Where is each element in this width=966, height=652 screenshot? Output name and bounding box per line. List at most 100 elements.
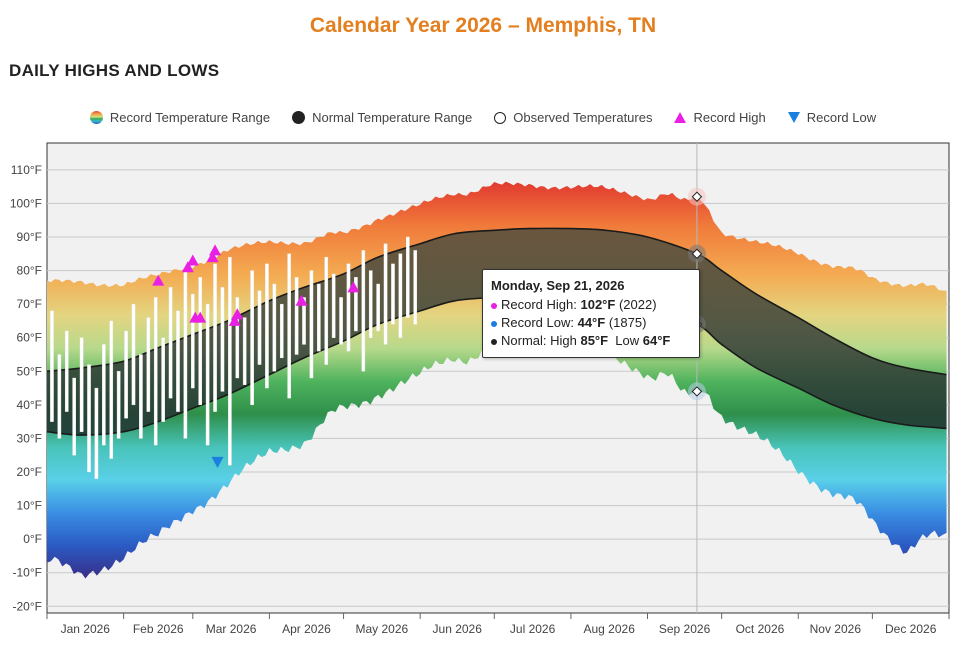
observed-bar xyxy=(191,293,195,389)
x-tick-label: Nov 2026 xyxy=(810,622,862,636)
observed-bar xyxy=(205,303,210,446)
observed-bar xyxy=(57,354,62,439)
legend-record-range-label: Record Temperature Range xyxy=(109,110,271,125)
y-tick-label: 20°F xyxy=(17,465,42,479)
observed-bar xyxy=(124,330,128,419)
tooltip-record-high-year: (2022) xyxy=(615,297,657,312)
observed-bar xyxy=(324,256,329,365)
tooltip-record-high-value: 102°F xyxy=(580,297,616,312)
observed-bar xyxy=(64,330,69,412)
x-tick-label: Jan 2026 xyxy=(61,622,111,636)
observed-bar xyxy=(317,283,321,352)
legend-normal-range[interactable]: Normal Temperature Range xyxy=(292,110,472,125)
y-tick-label: 0°F xyxy=(23,532,42,546)
observed-bar xyxy=(146,317,151,412)
legend-observed-label: Observed Temperatures xyxy=(513,110,653,125)
observed-bar xyxy=(346,263,351,352)
observed-bar xyxy=(413,250,418,325)
x-tick-label: Sep 2026 xyxy=(659,622,711,636)
tooltip-normal: Normal: High 85°F Low 64°F xyxy=(491,332,691,350)
record-range-swatch-icon xyxy=(89,111,103,124)
record-high-marker xyxy=(194,311,207,323)
y-tick-label: 40°F xyxy=(17,398,42,412)
tooltip-record-low-label: Record Low: xyxy=(501,315,578,330)
observed-bar xyxy=(279,303,284,359)
observed-bar xyxy=(354,277,358,332)
observed-bar xyxy=(242,317,247,385)
observed-bar xyxy=(79,337,84,432)
record-low-marker xyxy=(211,456,224,468)
observed-bar xyxy=(391,263,395,325)
triangle-up-icon xyxy=(674,112,687,123)
y-tick-label: -20°F xyxy=(13,599,42,613)
legend-record-low[interactable]: Record Low xyxy=(787,110,876,125)
observed-bar xyxy=(87,364,91,473)
observed-bar xyxy=(376,283,380,332)
temperature-chart[interactable]: -20°F -10°F 0°F 10°F 20°F 30°F 40°F 50°F 60°F 70°… xyxy=(0,135,966,652)
x-tick-label: Jul 2026 xyxy=(510,622,556,636)
hover-point xyxy=(691,386,703,397)
record-high-marker xyxy=(209,244,222,256)
y-tick-label: 30°F xyxy=(17,431,42,445)
y-tick-label: 70°F xyxy=(17,297,42,311)
observed-bar xyxy=(109,320,114,459)
chart-tooltip: Monday, Sep 21, 2026 Record High: 102°F … xyxy=(482,269,700,358)
hover-point xyxy=(691,191,703,202)
observed-bar xyxy=(213,263,217,412)
legend-observed[interactable]: Observed Temperatures xyxy=(494,110,652,125)
record-high-marker xyxy=(231,308,244,320)
y-tick-label: 50°F xyxy=(17,364,42,378)
observed-bar xyxy=(161,337,165,422)
observed-bar xyxy=(72,377,76,456)
triangle-down-icon xyxy=(787,112,800,123)
legend-record-range[interactable]: Record Temperature Range xyxy=(89,110,271,125)
observed-bar xyxy=(287,253,291,399)
observed-bar xyxy=(50,310,54,422)
x-tick-label: Feb 2026 xyxy=(133,622,184,636)
observed-bar xyxy=(116,371,121,439)
observed-bar xyxy=(406,236,410,318)
observed-bar xyxy=(94,387,99,479)
observed-bar xyxy=(235,297,240,379)
observed-bar xyxy=(176,310,180,412)
observed-bar xyxy=(102,344,106,446)
tooltip-record-high: Record High: 102°F (2022) xyxy=(491,296,691,314)
tooltip-record-low-year: (1875) xyxy=(605,315,647,330)
tooltip-normal-label: Normal: High xyxy=(501,333,581,348)
record-high-marker xyxy=(228,314,241,326)
legend-record-high[interactable]: Record High xyxy=(674,110,766,125)
tooltip-record-low: Record Low: 44°F (1875) xyxy=(491,314,691,332)
observed-bar xyxy=(309,270,314,379)
tooltip-normal-low-value: 64°F xyxy=(642,333,671,348)
observed-bar xyxy=(294,277,299,355)
y-tick-label: 110°F xyxy=(11,163,42,177)
observed-bar xyxy=(139,354,143,439)
normal-dot-icon xyxy=(491,338,497,345)
observed-bar xyxy=(272,283,277,372)
x-tick-label: Mar 2026 xyxy=(206,622,257,636)
observed-bar xyxy=(228,256,232,466)
record-high-dot-icon xyxy=(491,302,497,309)
y-tick-label: 90°F xyxy=(17,230,42,244)
chart-legend: Record Temperature Range Normal Temperat… xyxy=(0,110,966,125)
y-tick-label: 60°F xyxy=(17,331,42,345)
observed-bar xyxy=(220,287,225,392)
y-tick-label: -10°F xyxy=(13,566,42,580)
observed-bar xyxy=(250,270,254,406)
record-high-marker xyxy=(152,274,165,286)
tooltip-normal-high-value: 85°F xyxy=(580,333,609,348)
tooltip-record-high-label: Record High: xyxy=(501,297,581,312)
observed-swatch-icon xyxy=(494,111,507,124)
observed-bar xyxy=(153,297,158,446)
tooltip-date: Monday, Sep 21, 2026 xyxy=(491,278,625,293)
x-tick-label: Jun 2026 xyxy=(433,622,483,636)
x-tick-label: Dec 2026 xyxy=(885,622,937,636)
observed-bar xyxy=(198,277,203,406)
hover-point xyxy=(691,248,703,260)
observed-bar xyxy=(368,270,373,338)
normal-range-area xyxy=(47,228,947,436)
normal-range-swatch-icon xyxy=(292,111,306,124)
observed-bar xyxy=(183,270,188,439)
observed-bar xyxy=(398,253,403,338)
record-high-marker xyxy=(181,261,194,273)
